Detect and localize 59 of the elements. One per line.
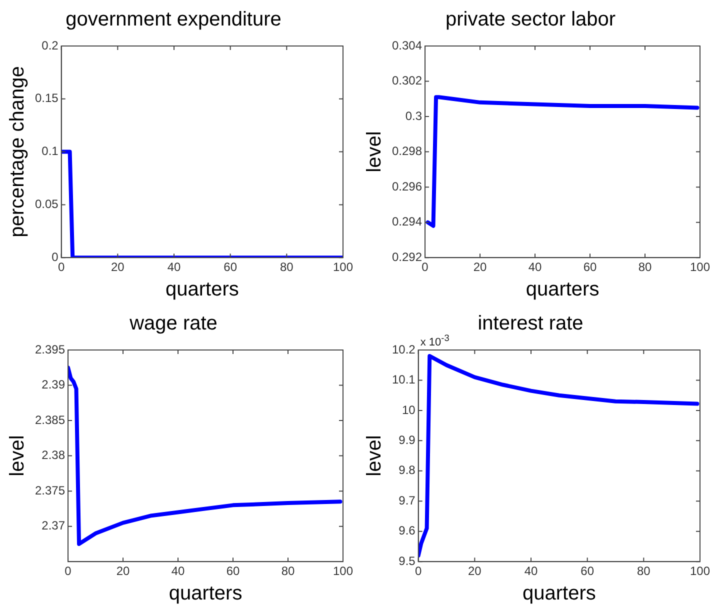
- x-tick-label: 40: [524, 564, 538, 578]
- y-tick-label: 9.8: [398, 463, 416, 478]
- text: x 10$^{-3}$: [420, 333, 450, 349]
- y-axis-title: percentage change: [6, 66, 29, 238]
- y-tick-label: 0.15: [34, 91, 59, 106]
- y-tick-label: 0.304: [392, 38, 422, 52]
- y-tick-label: 2.37: [42, 518, 66, 533]
- x-tick-label: 20: [116, 564, 130, 578]
- x-tick-label: 20: [473, 260, 488, 274]
- x-tick-label: 100: [332, 260, 354, 274]
- x-tick-label: 60: [583, 260, 598, 274]
- x-tick-label: 40: [171, 564, 186, 578]
- y-tick-label: 0.302: [392, 74, 422, 88]
- x-tick-label: 80: [638, 260, 652, 274]
- y-tick-label: 0.1: [42, 144, 59, 158]
- chart-title: private sector labor: [445, 8, 616, 31]
- x-tick-label: 100: [690, 564, 710, 578]
- y-tick-label: 0.298: [392, 144, 422, 158]
- x-tick-label: 60: [226, 564, 240, 578]
- y-tick-label: 0.3: [405, 108, 422, 123]
- x-tick-label: 40: [167, 260, 182, 274]
- y-tick-label: 2.375: [35, 483, 66, 498]
- x-tick-label: 80: [280, 260, 294, 274]
- x-tick-label: 40: [528, 260, 542, 274]
- y-tick-label: 10: [402, 402, 416, 417]
- y-tick-label: 2.395: [35, 342, 66, 356]
- y-tick-label: 2.39: [42, 378, 66, 392]
- y-tick-label: 9.5: [398, 554, 416, 568]
- chart-title: wage rate: [128, 312, 218, 335]
- y-tick-label: 0.292: [392, 250, 422, 264]
- x-axis-title: quarters: [526, 278, 600, 301]
- chart-title: interest rate: [478, 312, 584, 335]
- y-tick-label: 0.2: [42, 38, 59, 52]
- x-tick-label: 60: [224, 260, 238, 274]
- x-tick-label: 80: [281, 564, 295, 578]
- y-axis-title: level: [364, 131, 386, 172]
- y-tick-label: 0.05: [34, 197, 59, 212]
- y-tick-label: 2.38: [42, 448, 66, 462]
- y-tick-label: 0.296: [392, 179, 422, 194]
- y-tick-label: 9.6: [398, 524, 416, 538]
- y-tick-label: 0: [52, 250, 59, 264]
- x-tick-label: 100: [332, 564, 354, 578]
- y-tick-label: 2.385: [35, 412, 66, 427]
- y-tick-label: 10.1: [392, 372, 416, 387]
- y-tick-label: 9.9: [398, 433, 416, 447]
- y-axis-title: level: [364, 435, 386, 476]
- x-tick-label: 20: [468, 564, 482, 578]
- x-tick-label: 80: [636, 564, 651, 578]
- chart-title: government expenditure: [66, 8, 282, 31]
- x-tick-label: 20: [111, 260, 125, 274]
- y-axis-title: level: [6, 435, 29, 476]
- x-tick-label: 60: [580, 564, 594, 578]
- x-axis-title: quarters: [168, 582, 242, 605]
- x-axis-title: quarters: [165, 278, 239, 301]
- x-tick-label: 100: [690, 260, 710, 274]
- x-axis-title: quarters: [522, 582, 596, 605]
- y-tick-label: 9.7: [398, 493, 416, 508]
- y-tick-label: 0.294: [392, 214, 422, 229]
- y-tick-label: 10.2: [392, 342, 416, 356]
